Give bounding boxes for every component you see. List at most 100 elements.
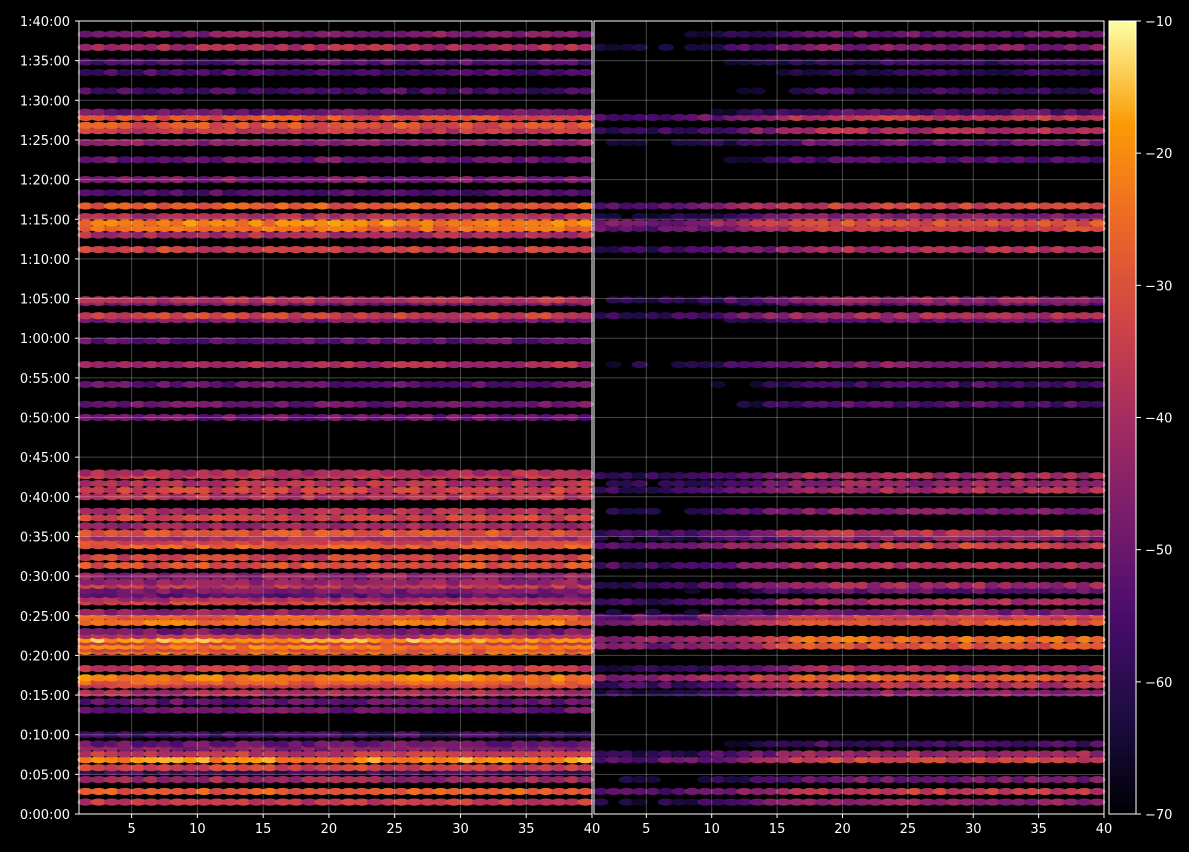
heat-cell [1089,674,1106,682]
heat-cell [77,572,94,580]
heat-cell [208,731,226,739]
heat-cell [564,337,581,345]
y-tick-label: 0:25:00 [20,610,70,625]
heat-cell [1076,68,1093,77]
heat-cell [618,127,635,135]
heat-cell [1037,642,1054,650]
heat-cell [511,108,528,116]
heat-cell [327,587,344,595]
heat-cell [182,764,199,772]
colorbar-tick-label: −50 [1145,544,1172,559]
heat-cell [445,108,463,116]
heat-cell [749,127,766,135]
heat-cell [893,296,910,304]
heat-cell [77,87,94,95]
heat-cell [182,413,199,422]
heat-cell [379,706,397,714]
heat-cell [1050,756,1067,764]
heat-cell [458,189,476,197]
heat-cell [997,787,1015,796]
heat-cell [103,108,121,116]
heat-cell [77,608,94,617]
heat-cell [906,681,923,689]
heat-cell [1037,219,1054,227]
heat-cell [511,665,528,673]
heat-cell [143,578,160,586]
heat-cell [932,30,949,38]
heat-cell [605,542,622,550]
heat-cell [498,224,515,233]
heat-cell [919,127,936,135]
heat-cell [90,578,107,586]
heat-cell [631,542,648,550]
heat-cell [393,554,410,562]
heat-cell [945,486,962,494]
heat-cell [1076,113,1093,122]
heat-cell [498,469,515,477]
heat-cell [169,231,186,239]
heat-cell [577,312,594,320]
heat-cell [498,113,515,122]
heat-cell [1010,618,1028,627]
heat-cell [485,176,502,184]
heat-cell [419,756,436,764]
heat-cell [840,542,858,550]
heat-cell [222,156,239,164]
heat-cell [235,522,252,530]
heat-cell [723,139,740,147]
heat-cell [419,608,436,617]
heat-cell [261,572,278,580]
y-tick-label: 0:50:00 [20,412,70,427]
heat-cell [248,246,265,254]
heat-cell [235,787,252,796]
heat-cell [710,581,727,590]
heat-cell [458,698,476,706]
heat-cell [945,750,962,758]
heat-cell [788,87,805,95]
heat-cell [605,561,622,570]
heat-cell [222,798,239,806]
heat-cell [524,296,541,304]
heat-cell [840,674,858,682]
heat-cell [827,542,845,550]
heat-cell [103,361,121,369]
heat-cell [801,776,818,784]
heat-cell [511,312,528,320]
heat-cell [143,176,160,184]
heat-cell [788,598,805,606]
heat-cell [485,469,502,477]
heat-cell [919,635,936,644]
heat-cell [511,554,528,562]
heat-cell [419,493,436,501]
heat-cell [880,756,897,764]
heat-cell [445,312,463,320]
heat-cell [605,246,622,254]
heat-cell [762,139,779,147]
heat-cell [274,698,292,706]
heat-cell [537,706,555,714]
heat-cell [564,787,581,796]
heat-cell [90,139,107,147]
heat-cell [314,469,331,477]
heat-cell [287,337,305,345]
heat-cell [577,231,594,239]
heat-cell [195,380,213,389]
heat-cell [511,578,528,586]
heat-cell [379,787,397,796]
heat-cell [945,798,962,806]
heat-cell [472,231,489,239]
heat-cell [1063,68,1080,77]
heat-cell [684,472,701,480]
heat-cell [235,139,252,147]
heat-cell [932,43,949,52]
heat-cell [564,507,581,515]
heat-cell [222,413,239,422]
heat-cell [90,219,107,227]
heat-cell [1089,756,1106,764]
heat-cell [1076,108,1093,116]
heat-cell [130,400,147,408]
heat-cell [1050,674,1067,682]
heat-cell [631,787,648,796]
heat-cell [235,706,252,714]
heat-cell [90,113,107,122]
